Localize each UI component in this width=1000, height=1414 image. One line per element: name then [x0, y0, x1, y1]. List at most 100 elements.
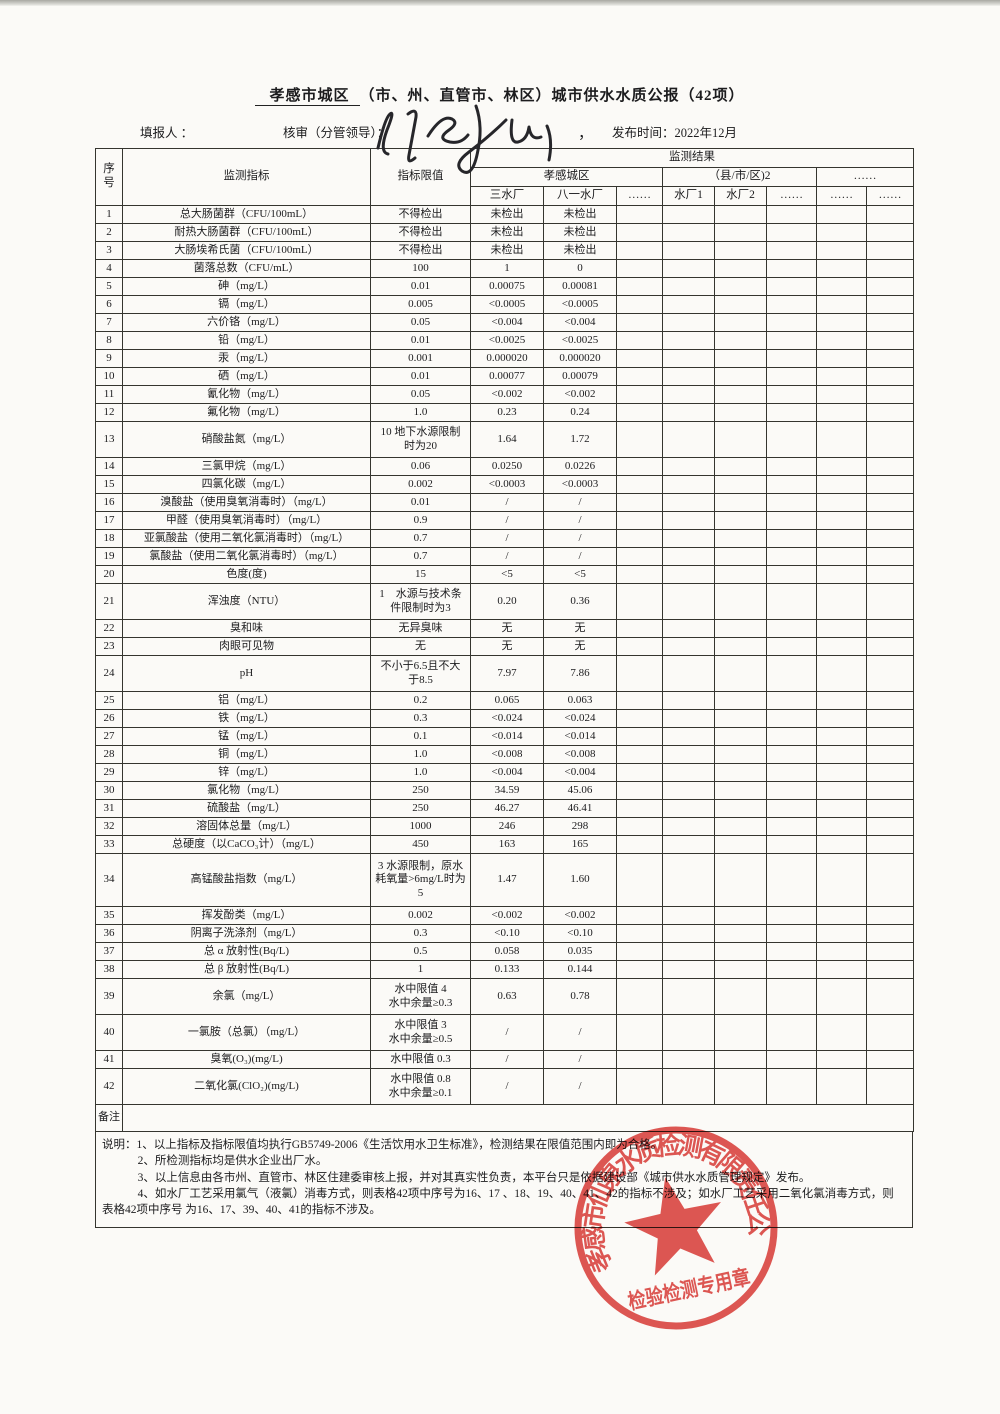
empty-cell [662, 817, 715, 836]
table-row: 19 氯酸盐（使用二氧化氯消毒时）（mg/L） 0.7 / / [95, 547, 914, 566]
value-sanshuichang: 7.97 [470, 655, 544, 692]
empty-cell [766, 457, 817, 476]
empty-cell [766, 727, 817, 746]
meta-line: 填报人 ： 核审（分管领导）： ， 发布时间：2022年12月 [0, 120, 1000, 142]
value-bayishuichang: / [543, 547, 617, 566]
value-bayishuichang: 0.24 [543, 403, 617, 422]
empty-cell [616, 529, 663, 548]
empty-cell [866, 906, 914, 925]
row-number: 13 [95, 421, 123, 458]
empty-cell [662, 691, 715, 710]
empty-cell [662, 960, 715, 979]
indicator-limit: 250 [370, 781, 471, 800]
row-number: 22 [95, 619, 123, 638]
empty-cell [616, 547, 663, 566]
header-plant: 水厂2 [714, 186, 767, 206]
table-row: 18 亚氯酸盐（使用二氧化氯消毒时）（mg/L） 0.7 / / [95, 529, 914, 548]
row-number: 36 [95, 924, 123, 943]
empty-cell [714, 511, 767, 530]
empty-cell [866, 799, 914, 818]
empty-cell [616, 906, 663, 925]
note-line-4: 4、如水厂工艺采用氯气（液氯）消毒方式，则表格42项中序号为16、17 、18、… [102, 1187, 894, 1217]
empty-cell [616, 619, 663, 638]
value-bayishuichang: / [543, 1014, 617, 1051]
header-group-county: （县/市/区)2 [662, 167, 817, 187]
empty-cell [766, 421, 817, 458]
empty-cell [766, 960, 817, 979]
indicator-limit: 不小于6.5且不大 于8.5 [370, 655, 471, 692]
empty-cell [714, 619, 767, 638]
empty-cell [662, 763, 715, 782]
indicator-name: 四氯化碳（mg/L） [122, 475, 371, 494]
indicator-name: 二氧化氯(ClO₂)(mg/L) [122, 1068, 371, 1105]
empty-cell [616, 1050, 663, 1069]
indicator-name: 肉眼可见物 [122, 637, 371, 656]
empty-cell [714, 817, 767, 836]
indicator-name: pH [122, 655, 371, 692]
empty-cell [662, 277, 715, 296]
indicator-name: 硒（mg/L） [122, 367, 371, 386]
indicator-name: 溶固体总量（mg/L） [122, 817, 371, 836]
empty-cell [714, 295, 767, 314]
empty-cell [866, 817, 914, 836]
table-row: 3 大肠埃希氏菌（CFU/100mL） 不得检出 未检出 未检出 [95, 241, 914, 260]
value-sanshuichang: / [470, 1068, 544, 1105]
indicator-limit: 1.0 [370, 403, 471, 422]
value-bayishuichang: <0.0025 [543, 331, 617, 350]
header-plant: 三水厂 [470, 186, 544, 206]
empty-cell [662, 331, 715, 350]
empty-cell [616, 1068, 663, 1105]
value-bayishuichang: 0.78 [543, 978, 617, 1015]
empty-cell [766, 241, 817, 260]
value-sanshuichang: 未检出 [470, 223, 544, 242]
empty-cell [816, 637, 867, 656]
indicator-name: 总 β 放射性(Bq/L) [122, 960, 371, 979]
remark-label: 备注： [95, 1104, 123, 1132]
empty-cell [616, 745, 663, 764]
empty-cell [616, 691, 663, 710]
empty-cell [766, 1014, 817, 1051]
empty-cell [866, 529, 914, 548]
indicator-limit: 250 [370, 799, 471, 818]
empty-cell [662, 259, 715, 278]
empty-cell [816, 475, 867, 494]
indicator-name: 铁（mg/L） [122, 709, 371, 728]
table-row: 13 硝酸盐氮（mg/L） 10 地下水源限制 时为20 1.64 1.72 [95, 421, 914, 458]
value-bayishuichang: 未检出 [543, 223, 617, 242]
table-row: 30 氯化物（mg/L） 250 34.59 45.06 [95, 781, 914, 800]
publish-date-label: 发布时间：2022年12月 [612, 126, 738, 140]
header-plant: …… [816, 186, 867, 206]
value-bayishuichang: 0.36 [543, 583, 617, 620]
table-row: 40 一氯胺（总氯）（mg/L） 水中限值 3 水中余量≥0.5 / / [95, 1014, 914, 1051]
empty-cell [662, 493, 715, 512]
value-bayishuichang: <0.008 [543, 745, 617, 764]
row-number: 16 [95, 493, 123, 512]
empty-cell [662, 223, 715, 242]
header-plant: …… [866, 186, 914, 206]
value-bayishuichang: <0.004 [543, 763, 617, 782]
indicator-limit: 0.01 [370, 277, 471, 296]
note-line-3: 3、以上信息由各市州、直管市、林区住建委审核上报，并对其真实性负责，本平台只是依… [137, 1171, 811, 1184]
value-sanshuichang: / [470, 511, 544, 530]
empty-cell [866, 565, 914, 584]
empty-cell [662, 403, 715, 422]
empty-cell [816, 942, 867, 961]
empty-cell [816, 259, 867, 278]
note-line-1: 说明：1、以上指标及指标限值均执行GB5749-2006《生活饮用水卫生标准》，… [102, 1139, 663, 1151]
empty-cell [816, 529, 867, 548]
row-number: 8 [95, 331, 123, 350]
signature-comma: ， [578, 126, 594, 142]
value-bayishuichang: / [543, 529, 617, 548]
empty-cell [714, 349, 767, 368]
empty-cell [662, 906, 715, 925]
row-number: 4 [95, 259, 123, 278]
empty-cell [714, 205, 767, 224]
value-sanshuichang: 无 [470, 619, 544, 638]
seal-star-icon [624, 1177, 721, 1276]
indicator-limit: 10 地下水源限制 时为20 [370, 421, 471, 458]
value-bayishuichang: / [543, 1050, 617, 1069]
empty-cell [766, 709, 817, 728]
row-number: 15 [95, 475, 123, 494]
header-seq: 序号 [95, 148, 123, 206]
empty-cell [616, 331, 663, 350]
